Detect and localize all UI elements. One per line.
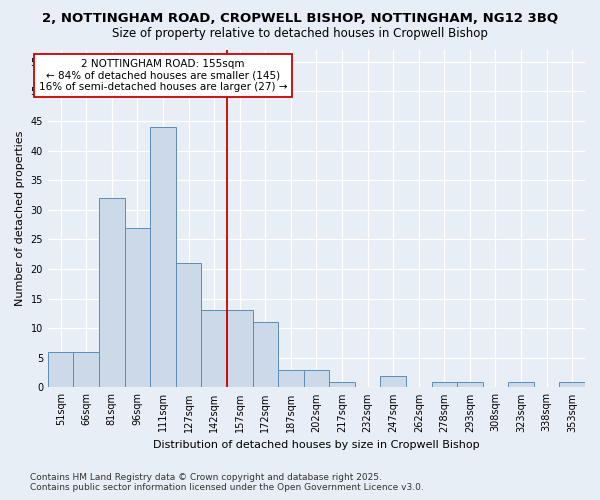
Bar <box>73 352 99 388</box>
Bar <box>253 322 278 388</box>
X-axis label: Distribution of detached houses by size in Cropwell Bishop: Distribution of detached houses by size … <box>153 440 480 450</box>
Bar <box>202 310 227 388</box>
Bar <box>380 376 406 388</box>
Text: 2 NOTTINGHAM ROAD: 155sqm
← 84% of detached houses are smaller (145)
16% of semi: 2 NOTTINGHAM ROAD: 155sqm ← 84% of detac… <box>39 59 287 92</box>
Bar <box>457 382 482 388</box>
Bar <box>431 382 457 388</box>
Text: 2, NOTTINGHAM ROAD, CROPWELL BISHOP, NOTTINGHAM, NG12 3BQ: 2, NOTTINGHAM ROAD, CROPWELL BISHOP, NOT… <box>42 12 558 26</box>
Y-axis label: Number of detached properties: Number of detached properties <box>15 131 25 306</box>
Bar <box>559 382 585 388</box>
Bar <box>150 127 176 388</box>
Bar <box>329 382 355 388</box>
Text: Size of property relative to detached houses in Cropwell Bishop: Size of property relative to detached ho… <box>112 28 488 40</box>
Bar <box>227 310 253 388</box>
Bar <box>508 382 534 388</box>
Bar <box>176 263 202 388</box>
Bar <box>304 370 329 388</box>
Bar <box>125 228 150 388</box>
Text: Contains HM Land Registry data © Crown copyright and database right 2025.
Contai: Contains HM Land Registry data © Crown c… <box>30 473 424 492</box>
Bar <box>48 352 73 388</box>
Bar <box>278 370 304 388</box>
Bar <box>99 198 125 388</box>
